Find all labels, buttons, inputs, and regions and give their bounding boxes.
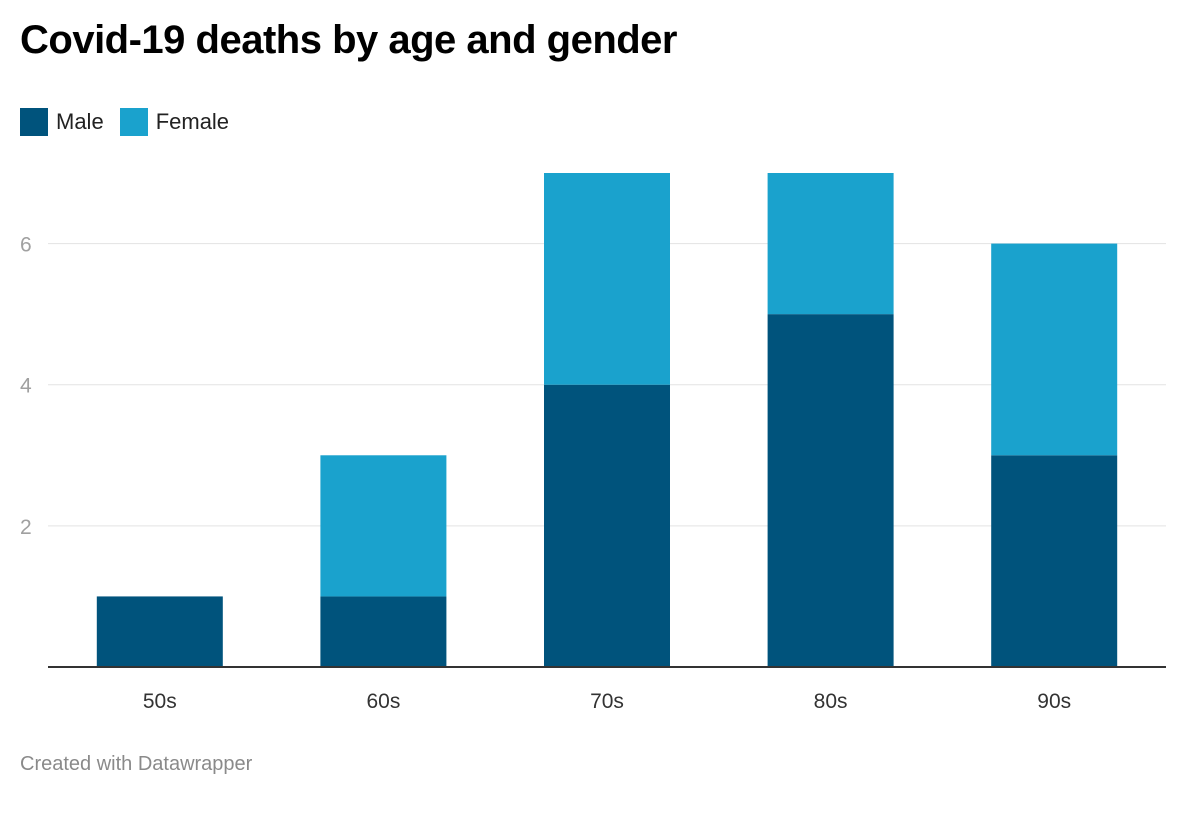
legend-swatch-female (119, 108, 148, 136)
legend-item-female: Female (119, 108, 230, 136)
x-tick-label: 80s (814, 690, 848, 713)
x-tick-label: 60s (366, 690, 400, 713)
bar-male-90s (991, 455, 1118, 667)
bar-male-50s (96, 596, 223, 667)
bar-male-70s (544, 384, 670, 667)
legend-item-male: Male (20, 108, 104, 136)
y-tick-label: 6 (20, 234, 32, 257)
y-tick-label: 4 (20, 375, 32, 398)
bar-female-60s (320, 455, 447, 597)
chart-title: Covid-19 deaths by age and gender (20, 18, 678, 62)
bar-female-70s (544, 173, 670, 385)
legend-swatch-male (20, 108, 48, 136)
y-tick-label: 2 (20, 516, 32, 539)
legend-label-male: Male (56, 109, 104, 134)
bar-male-80s (767, 314, 894, 667)
x-tick-label: 50s (143, 690, 177, 713)
bar-male-60s (320, 596, 447, 667)
x-tick-label: 90s (1037, 690, 1071, 713)
legend: Male Female (20, 108, 245, 136)
bar-female-90s (991, 243, 1118, 456)
footer-credit: Created with Datawrapper (20, 753, 253, 775)
legend-label-female: Female (155, 109, 230, 134)
x-tick-label: 70s (590, 690, 624, 713)
bar-female-80s (767, 173, 894, 315)
